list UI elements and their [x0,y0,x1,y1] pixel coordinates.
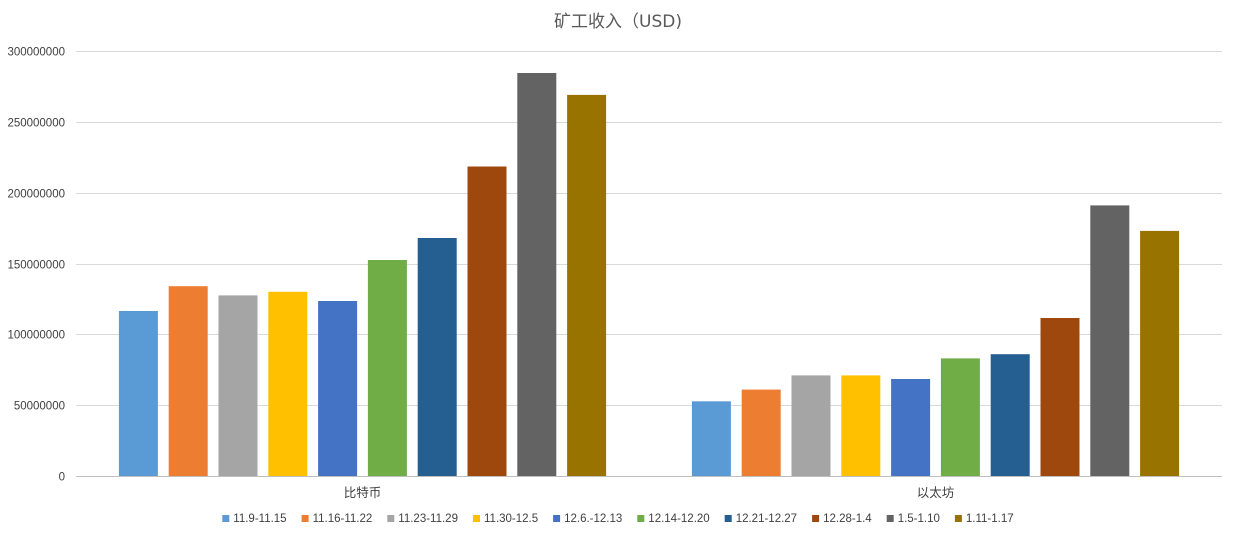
legend-label: 12.14-12.20 [648,513,709,525]
chart-title: 矿工收入（USD) [554,12,682,32]
bar-0-9 [567,94,607,477]
legend-label: 12.21-12.27 [736,513,797,525]
legend-item: 12.14-12.20 [637,513,710,525]
bar-0-4 [318,301,358,476]
bar-0-8 [517,73,557,476]
y-tick-label: 150000000 [7,260,65,272]
legend-item: 1.5-1.10 [886,513,940,525]
legend-label: 11.9-11.15 [233,513,286,525]
bar-1-9 [1140,230,1180,476]
bar-0-1 [168,286,208,476]
y-tick-label: 100000000 [7,330,65,342]
legend-swatch [886,515,894,522]
bar-1-4 [891,379,931,476]
y-axis-ticks: 0 50000000 100000000 150000000 200000000 2500… [7,47,65,484]
legend-item: 11.23-11.29 [387,513,458,525]
x-axis-categories: 比特币 以太坊 [344,485,955,500]
legend-swatch [637,515,645,522]
legend-label: 1.11-1.17 [966,513,1014,525]
legend-item: 11.16-11.22 [301,513,373,525]
bar-0-7 [467,166,507,476]
y-tick-label: 50000000 [14,401,65,413]
legend-label: 11.30-12.5 [484,513,538,525]
bar-0-2 [218,295,258,476]
legend-swatch [954,515,962,522]
bar-1-5 [940,358,980,476]
legend-swatch [222,515,230,522]
bar-1-2 [791,375,831,476]
category-label: 比特币 [344,485,382,500]
legend-label: 12.28-1.4 [823,513,872,525]
bar-1-0 [691,401,731,476]
legend-swatch [553,515,561,522]
bar-1-8 [1090,205,1130,476]
gridlines [76,51,1222,477]
legend-item: 11.9-11.15 [222,513,287,525]
legend-swatch [301,515,309,522]
bar-1-7 [1040,318,1080,476]
legend-swatch [812,515,820,522]
category-label: 以太坊 [917,485,955,500]
legend-label: 11.23-11.29 [398,513,458,525]
y-tick-label: 0 [59,472,65,484]
bar-0-6 [417,238,457,476]
bars [118,73,1180,477]
y-tick-label: 250000000 [7,118,65,130]
legend-item: 1.11-1.17 [954,513,1014,525]
legend-item: 12.21-12.27 [724,513,797,525]
legend-item: 11.30-12.5 [473,513,538,525]
y-tick-label: 300000000 [7,47,65,59]
bar-0-0 [118,311,158,476]
legend-swatch [724,515,732,522]
legend: 11.9-11.15 11.16-11.22 11.23-11.29 11.30-12… [222,513,1014,525]
legend-label: 12.6.-12.13 [564,513,622,525]
legend-item: 12.6.-12.13 [553,513,622,525]
bar-1-6 [990,354,1030,476]
legend-swatch [387,515,395,522]
legend-swatch [473,515,480,522]
legend-label: 11.16-11.22 [313,513,373,525]
bar-1-1 [741,389,781,476]
bar-0-5 [367,260,407,476]
bar-0-3 [268,291,308,476]
legend-item: 12.28-1.4 [812,513,872,525]
y-tick-label: 200000000 [7,189,65,201]
legend-label: 1.5-1.10 [898,513,940,525]
bar-1-3 [841,375,881,476]
